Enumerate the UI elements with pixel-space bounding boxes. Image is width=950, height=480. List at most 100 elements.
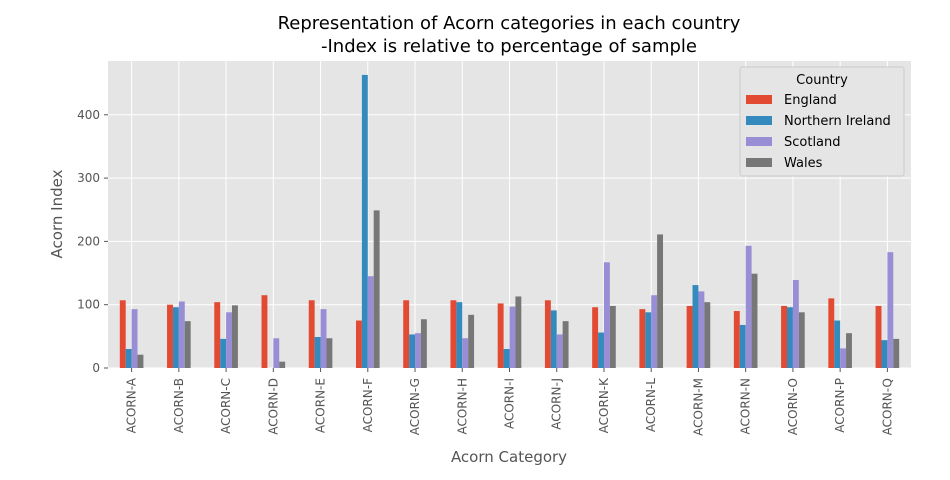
x-tick-label: ACORN-K [597,377,611,433]
bar [355,320,362,368]
x-axis-label: Acorn Category [451,448,567,466]
bar [125,349,132,368]
bar [503,349,510,368]
x-tick-label: ACORN-O [786,378,800,435]
bar [131,309,138,368]
x-tick-label: ACORN-B [172,378,186,433]
bar [184,321,191,368]
bar [598,332,604,368]
bar [562,321,569,368]
legend-label: Scotland [784,135,841,150]
bar [887,252,894,368]
bar [544,300,551,368]
y-tick-label: 300 [77,171,100,185]
x-tick-label: ACORN-E [314,378,328,433]
bar [172,307,179,368]
bar [651,295,658,368]
chart-title-line2: -Index is relative to percentage of samp… [321,36,697,57]
bar [320,309,327,368]
bar [592,307,599,368]
legend-swatch [746,158,772,167]
bar [639,309,646,368]
bar [167,304,173,368]
bar [745,245,752,368]
y-tick-label: 400 [77,108,100,122]
x-tick-label: ACORN-M [691,378,705,436]
bar [828,298,835,368]
bar [733,311,740,368]
bar [792,280,799,368]
bar [556,334,563,368]
bar [751,273,758,368]
y-tick-label: 100 [77,298,100,312]
bar [231,305,238,368]
bar [781,305,788,368]
bar [279,361,286,368]
legend-box [739,66,905,177]
x-tick-label: ACORN-Q [880,378,894,435]
bar [509,306,516,368]
bar [497,303,504,368]
x-tick-label: ACORN-L [644,378,658,432]
bar [787,307,793,368]
x-tick-label: ACORN-F [361,378,375,432]
bar [137,354,144,368]
bar [645,312,652,368]
bar [314,336,321,368]
y-tick-label: 0 [92,361,100,375]
bar [415,333,421,368]
bar [214,302,221,368]
x-tick-label: ACORN-P [833,378,847,433]
bar [657,234,664,368]
legend-title: Country [796,73,848,88]
bar [686,305,693,368]
bar [420,319,427,368]
bar [692,285,699,368]
x-tick-label: ACORN-I [503,378,517,429]
legend-swatch [746,95,772,104]
bar [739,324,746,368]
bar [261,295,268,368]
bar [893,338,900,368]
bar [367,276,374,368]
bar [403,300,410,368]
legend-label: Wales [784,156,823,171]
bar [698,291,705,368]
bar [846,333,852,368]
x-tick-label: ACORN-D [266,378,280,435]
bar [456,302,463,368]
bar [226,312,232,368]
legend-swatch [746,137,772,146]
chart-title-line1: Representation of Acorn categories in ea… [278,13,741,34]
x-tick-label: ACORN-G [408,378,422,435]
bar [550,310,557,368]
legend-label: Northern Ireland [784,114,891,129]
bar [326,338,333,368]
bar [273,338,280,368]
bar [875,305,882,368]
y-tick-label: 200 [77,234,100,248]
x-tick-label: ACORN-A [125,377,139,433]
bar [178,301,185,368]
legend: Country England Northern Ireland Scotland W… [739,66,905,177]
bar [609,305,616,368]
x-tick-label: ACORN-N [739,378,753,434]
legend-swatch [746,116,772,125]
y-axis-label: Acorn Index [48,169,66,258]
legend-label: England [784,93,837,108]
bar [798,312,805,368]
x-tick-label: ACORN-H [455,378,469,435]
bar [468,314,475,368]
bar [409,334,416,368]
bar [361,74,368,368]
bar [515,296,522,368]
x-tick-label: ACORN-J [550,378,564,430]
bar [704,302,711,368]
bar [840,348,847,368]
bar [308,300,315,368]
bar [373,210,380,368]
x-tick-label: ACORN-C [219,378,233,434]
bar [881,340,888,368]
bar [462,338,469,368]
